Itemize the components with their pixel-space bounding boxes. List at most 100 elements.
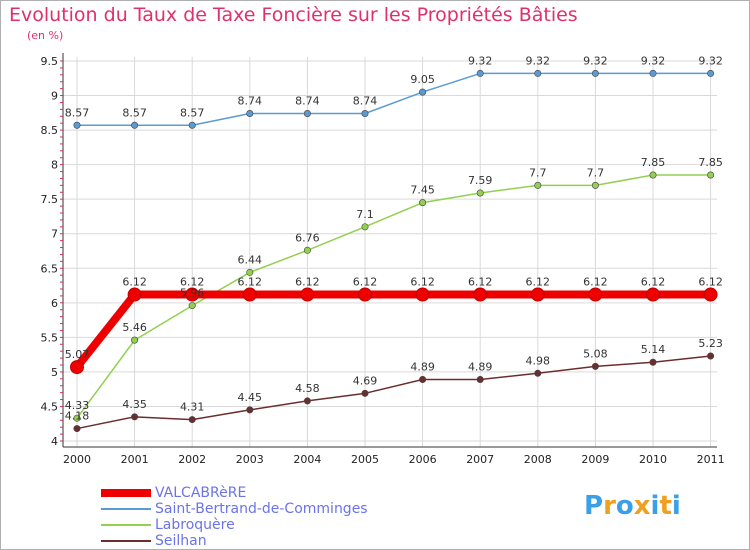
data-label: 6.12 bbox=[295, 276, 320, 289]
data-point bbox=[131, 336, 139, 344]
data-point bbox=[361, 110, 369, 118]
legend-label-valcabrere: VALCABRèRE bbox=[155, 485, 247, 501]
y-tick-label: 8 bbox=[51, 159, 58, 172]
data-label: 8.57 bbox=[65, 106, 90, 119]
data-label: 4.18 bbox=[65, 410, 90, 423]
series-line-2 bbox=[76, 174, 712, 419]
data-label: 6.12 bbox=[641, 276, 666, 289]
y-tick-label: 5 bbox=[51, 366, 58, 379]
y-tick-label: 7.5 bbox=[41, 193, 59, 206]
logo-letter: P bbox=[584, 491, 604, 521]
data-point bbox=[703, 287, 718, 302]
data-label: 9.32 bbox=[698, 54, 723, 67]
data-label: 9.05 bbox=[410, 73, 435, 86]
data-point bbox=[419, 376, 427, 384]
data-point bbox=[530, 287, 545, 302]
data-label: 5.07 bbox=[65, 348, 90, 361]
data-label: 6.12 bbox=[526, 276, 551, 289]
data-point bbox=[361, 389, 369, 397]
data-point bbox=[591, 181, 599, 189]
x-tick-label: 2002 bbox=[178, 453, 206, 466]
data-label: 6.12 bbox=[410, 276, 435, 289]
data-point bbox=[303, 246, 311, 254]
y-tick-label: 4 bbox=[51, 435, 58, 448]
data-point bbox=[358, 287, 372, 302]
proxiti-logo: Proxiti bbox=[584, 491, 681, 521]
logo-letter: o bbox=[615, 491, 634, 521]
data-label: 4.89 bbox=[468, 361, 493, 374]
data-point bbox=[649, 69, 657, 77]
data-point bbox=[588, 287, 603, 302]
data-label: 7.85 bbox=[698, 156, 723, 169]
chart-title: Evolution du Taux de Taxe Foncière sur l… bbox=[9, 4, 578, 26]
data-label: 6.12 bbox=[583, 276, 608, 289]
data-point bbox=[473, 287, 488, 302]
data-point bbox=[415, 287, 430, 302]
data-label: 9.32 bbox=[583, 54, 608, 67]
legend-label-saint-bertrand: Saint-Bertrand-de-Comminges bbox=[155, 501, 368, 517]
data-label: 4.89 bbox=[410, 361, 435, 374]
data-point bbox=[419, 199, 427, 207]
data-point bbox=[73, 121, 81, 129]
data-point bbox=[73, 425, 81, 433]
series-line-0 bbox=[73, 290, 715, 372]
data-label: 6.12 bbox=[468, 276, 493, 289]
data-point bbox=[242, 287, 257, 302]
data-point bbox=[300, 287, 315, 302]
data-label: 6.12 bbox=[353, 276, 378, 289]
data-point bbox=[188, 416, 196, 424]
data-point bbox=[131, 413, 139, 421]
data-point bbox=[246, 268, 254, 276]
data-point bbox=[476, 69, 484, 77]
data-point bbox=[131, 121, 139, 129]
logo-letter: x bbox=[633, 491, 651, 521]
data-label: 6.12 bbox=[238, 276, 263, 289]
data-label: 7.59 bbox=[468, 174, 493, 187]
logo-letter: r bbox=[603, 491, 616, 521]
data-point bbox=[649, 358, 657, 366]
data-label: 4.31 bbox=[180, 401, 205, 414]
y-tick-label: 4.5 bbox=[41, 400, 59, 413]
data-label: 7.85 bbox=[641, 156, 666, 169]
data-point bbox=[246, 406, 254, 414]
legend-label-seilhan: Seilhan bbox=[155, 533, 207, 549]
legend-swatch-valcabrere bbox=[101, 489, 151, 497]
data-label: 7.7 bbox=[587, 166, 605, 179]
data-label: 4.45 bbox=[238, 391, 263, 404]
data-point bbox=[188, 302, 196, 310]
x-tick-label: 2006 bbox=[409, 453, 437, 466]
x-tick-label: 2011 bbox=[697, 453, 725, 466]
x-tick-label: 2010 bbox=[639, 453, 667, 466]
data-label: 4.69 bbox=[353, 374, 378, 387]
data-label: 8.74 bbox=[353, 95, 378, 108]
data-label: 8.74 bbox=[238, 95, 263, 108]
data-label: 4.58 bbox=[295, 382, 320, 395]
logo-letter: t bbox=[659, 491, 672, 521]
data-label: 9.32 bbox=[468, 54, 493, 67]
x-tick-label: 2004 bbox=[293, 453, 321, 466]
data-point bbox=[646, 287, 660, 302]
data-point bbox=[534, 181, 542, 189]
data-label: 4.33 bbox=[65, 399, 90, 412]
data-label: 7.7 bbox=[529, 166, 547, 179]
y-tick-label: 6 bbox=[51, 297, 58, 310]
data-label: 4.98 bbox=[526, 354, 551, 367]
data-label: 5.14 bbox=[641, 343, 666, 356]
y-axis-unit: (en %) bbox=[27, 29, 64, 42]
legend-label-labroquere: Labroquère bbox=[155, 517, 235, 533]
data-label: 9.32 bbox=[526, 54, 551, 67]
data-label: 6.12 bbox=[698, 276, 723, 289]
data-point bbox=[246, 110, 254, 118]
series-line-1 bbox=[76, 72, 712, 127]
y-tick-label: 9 bbox=[51, 90, 58, 103]
data-label: 6.76 bbox=[295, 231, 320, 244]
x-tick-label: 2008 bbox=[524, 453, 552, 466]
data-label: 7.45 bbox=[410, 184, 435, 197]
y-tick-label: 7 bbox=[51, 228, 58, 241]
data-point bbox=[591, 362, 599, 370]
data-point bbox=[534, 369, 542, 377]
data-label: 6.12 bbox=[122, 276, 147, 289]
y-tick-label: 8.5 bbox=[41, 124, 59, 137]
logo-letter: i bbox=[650, 491, 660, 521]
